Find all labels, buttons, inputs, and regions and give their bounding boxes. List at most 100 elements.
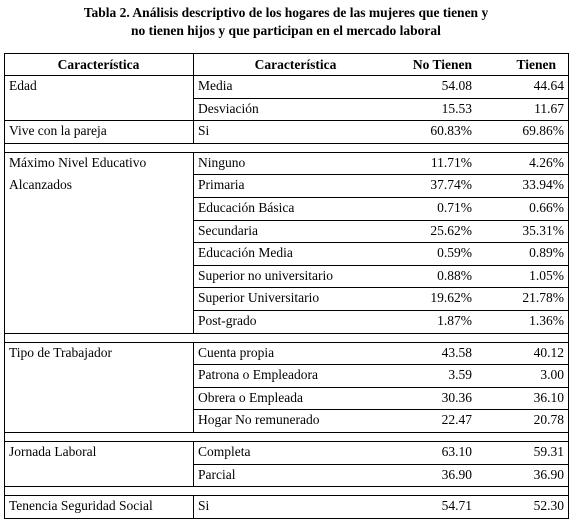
- group-label: Tenencia Seguridad Social: [9, 498, 153, 514]
- value-cell: 54.08: [441, 78, 472, 93]
- rule: [193, 409, 568, 411]
- row-label: Completa: [198, 444, 251, 459]
- rule: [4, 75, 568, 76]
- row-label: Cuenta propia: [198, 344, 275, 360]
- row-label: Post-grado: [198, 313, 257, 328]
- value-cell: 36.90: [533, 466, 564, 482]
- value-cell: 1.05%: [529, 267, 564, 283]
- rule: [193, 174, 568, 176]
- group-label: Alcanzados: [9, 177, 72, 193]
- rule: [4, 432, 568, 433]
- row-label: Superior Universitario: [198, 290, 320, 306]
- row-label: Superior no universitario: [198, 267, 333, 283]
- header-cell: Característica: [254, 57, 337, 72]
- rule: [4, 142, 568, 144]
- value-cell: 1.87%: [437, 313, 472, 328]
- value-cell: 44.64: [533, 78, 564, 93]
- rule: [4, 151, 568, 153]
- rule: [193, 197, 568, 198]
- value-cell: 3.59: [448, 367, 472, 383]
- header-cell: No Tienen: [412, 57, 472, 72]
- value-cell: 15.53: [441, 100, 472, 116]
- value-cell: 0.89%: [529, 245, 564, 261]
- value-cell: 25.62%: [430, 222, 472, 238]
- rule: [193, 151, 194, 333]
- value-cell: 11.67: [534, 100, 564, 116]
- rule: [4, 517, 568, 519]
- value-cell: 54.71: [441, 498, 472, 514]
- value-cell: 4.26%: [529, 154, 564, 170]
- rule: [193, 495, 194, 518]
- value-cell: 43.58: [441, 344, 472, 360]
- row-label: Ninguno: [198, 154, 246, 170]
- value-cell: 60.83%: [430, 123, 472, 139]
- rule: [193, 386, 568, 388]
- title-line: no tienen hijos y que participan en el m…: [131, 23, 441, 38]
- rule: [193, 287, 568, 289]
- value-cell: 36.90: [441, 466, 472, 482]
- row-label: Primaria: [198, 177, 245, 193]
- rule: [193, 364, 568, 366]
- value-cell: 20.78: [533, 412, 564, 428]
- value-cell: 0.66%: [529, 200, 564, 215]
- rule: [193, 53, 194, 75]
- value-cell: 0.88%: [437, 267, 472, 283]
- value-cell: 35.31%: [522, 222, 564, 238]
- value-cell: 33.94%: [522, 177, 564, 193]
- rule: [193, 264, 568, 266]
- row-label: Obrera o Empleada: [198, 389, 303, 405]
- group-label: Tipo de Trabajador: [9, 344, 113, 360]
- value-cell: 0.59%: [437, 245, 472, 261]
- rule: [193, 97, 568, 99]
- value-cell: 1.36%: [529, 313, 564, 328]
- rule: [4, 120, 568, 122]
- rule: [4, 53, 568, 54]
- value-cell: 40.12: [533, 344, 564, 360]
- value-cell: 30.36: [441, 389, 472, 405]
- rule: [568, 53, 569, 519]
- value-cell: 52.30: [533, 498, 564, 514]
- rule: [4, 53, 5, 519]
- group-label: Máximo Nivel Educativo: [9, 154, 147, 170]
- value-cell: 59.31: [533, 444, 564, 459]
- header-cell: Tienen: [516, 57, 556, 72]
- group-label: Jornada Laboral: [9, 444, 97, 459]
- value-cell: 11.71%: [430, 154, 472, 170]
- rule: [193, 441, 194, 487]
- rule: [193, 341, 194, 432]
- rule: [193, 463, 568, 465]
- rule: [4, 341, 568, 343]
- row-label: Si: [198, 498, 210, 514]
- row-label: Parcial: [198, 466, 236, 482]
- value-cell: 3.00: [540, 367, 564, 383]
- value-cell: 69.86%: [522, 123, 564, 139]
- value-cell: 63.10: [441, 444, 472, 459]
- group-label: Vive con la pareja: [9, 123, 107, 139]
- rule: [4, 495, 568, 497]
- group-label: Edad: [9, 78, 37, 93]
- row-label: Media: [198, 78, 233, 93]
- rule: [4, 332, 568, 334]
- title-line: Tabla 2. Análisis descriptivo de los hog…: [83, 5, 489, 20]
- value-cell: 21.78%: [522, 290, 564, 306]
- row-label: Desviación: [198, 100, 259, 116]
- value-cell: 37.74%: [430, 177, 472, 193]
- value-cell: 0.71%: [437, 200, 472, 215]
- value-cell: 22.47: [441, 412, 472, 428]
- rule: [193, 219, 568, 221]
- value-cell: 19.62%: [430, 290, 472, 306]
- rule: [4, 486, 568, 488]
- rule: [193, 75, 194, 143]
- row-label: Si: [198, 123, 210, 139]
- rule: [4, 441, 568, 442]
- value-cell: 36.10: [533, 389, 564, 405]
- row-label: Hogar No remunerado: [198, 412, 320, 428]
- rule: [193, 242, 568, 244]
- header-cell: Característica: [57, 57, 140, 72]
- rule: [193, 310, 568, 311]
- row-label: Patrona o Empleadora: [198, 367, 318, 383]
- row-label: Educación Básica: [198, 200, 295, 215]
- row-label: Educación Media: [198, 245, 293, 261]
- row-label: Secundaria: [198, 222, 258, 238]
